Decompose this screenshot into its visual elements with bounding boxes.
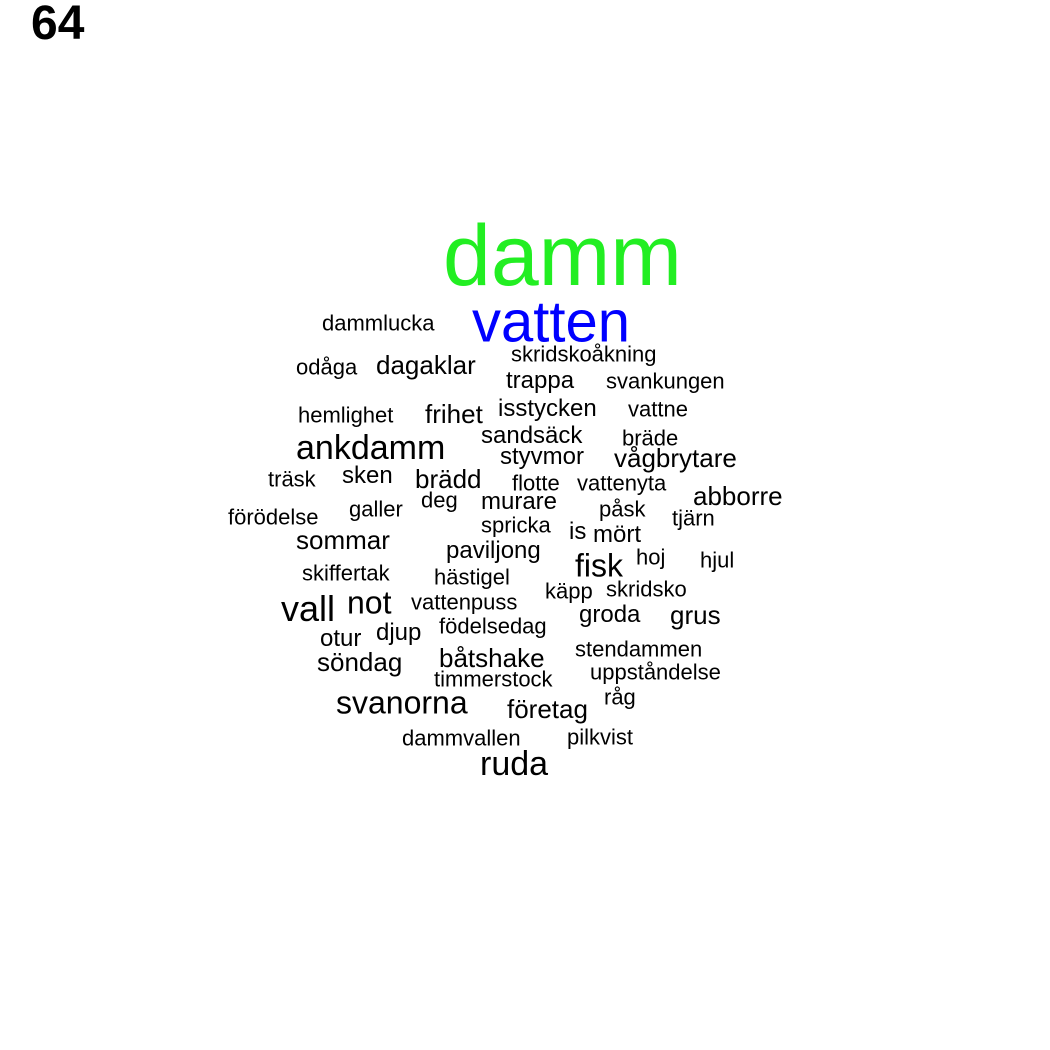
word-24: deg <box>421 489 458 511</box>
word-26: påsk <box>599 498 645 520</box>
word-50: söndag <box>317 649 402 675</box>
word-56: företag <box>507 696 588 722</box>
word-36: hjul <box>700 549 734 571</box>
word-9: frihet <box>425 401 483 427</box>
word-58: pilkvist <box>567 726 633 748</box>
word-33: paviljong <box>446 539 541 563</box>
word-38: hästigel <box>434 566 510 588</box>
word-18: sken <box>342 464 393 488</box>
word-49: stendammen <box>575 638 702 660</box>
word-31: sommar <box>296 527 390 553</box>
word-54: råg <box>604 686 636 708</box>
word-11: vattne <box>628 398 688 420</box>
word-41: vall <box>281 591 335 627</box>
word-59: ruda <box>480 747 548 781</box>
word-23: galler <box>349 498 403 520</box>
word-40: skridsko <box>606 578 687 600</box>
word-2: dammlucka <box>322 312 434 334</box>
word-37: skiffertak <box>302 562 390 584</box>
word-16: vågbrytare <box>614 445 737 471</box>
page-number: 64 <box>31 0 84 48</box>
word-43: vattenpuss <box>411 591 517 613</box>
word-46: födelsedag <box>439 615 547 637</box>
word-44: groda <box>579 603 640 627</box>
word-17: träsk <box>268 468 316 490</box>
word-15: styvmor <box>500 445 584 469</box>
word-3: skridskoåkning <box>511 343 657 365</box>
word-10: isstycken <box>498 397 597 421</box>
word-6: trappa <box>506 369 574 393</box>
word-32: mört <box>593 523 641 547</box>
word-35: hoj <box>636 546 665 568</box>
word-28: spricka <box>481 514 551 536</box>
word-55: svanorna <box>336 686 468 718</box>
word-12: ankdamm <box>296 431 445 465</box>
word-52: uppståndelse <box>590 661 721 683</box>
word-7: svankungen <box>606 370 725 392</box>
word-8: hemlighet <box>298 404 393 426</box>
word-30: tjärn <box>672 507 715 529</box>
word-25: murare <box>481 490 557 514</box>
word-21: vattenyta <box>577 472 666 494</box>
word-45: grus <box>670 602 721 628</box>
word-29: is <box>569 520 586 544</box>
word-0: damm <box>443 213 682 299</box>
word-5: dagaklar <box>376 352 476 378</box>
word-4: odåga <box>296 356 357 378</box>
word-48: djup <box>376 621 421 645</box>
word-42: not <box>347 586 391 618</box>
word-39: käpp <box>545 580 593 602</box>
